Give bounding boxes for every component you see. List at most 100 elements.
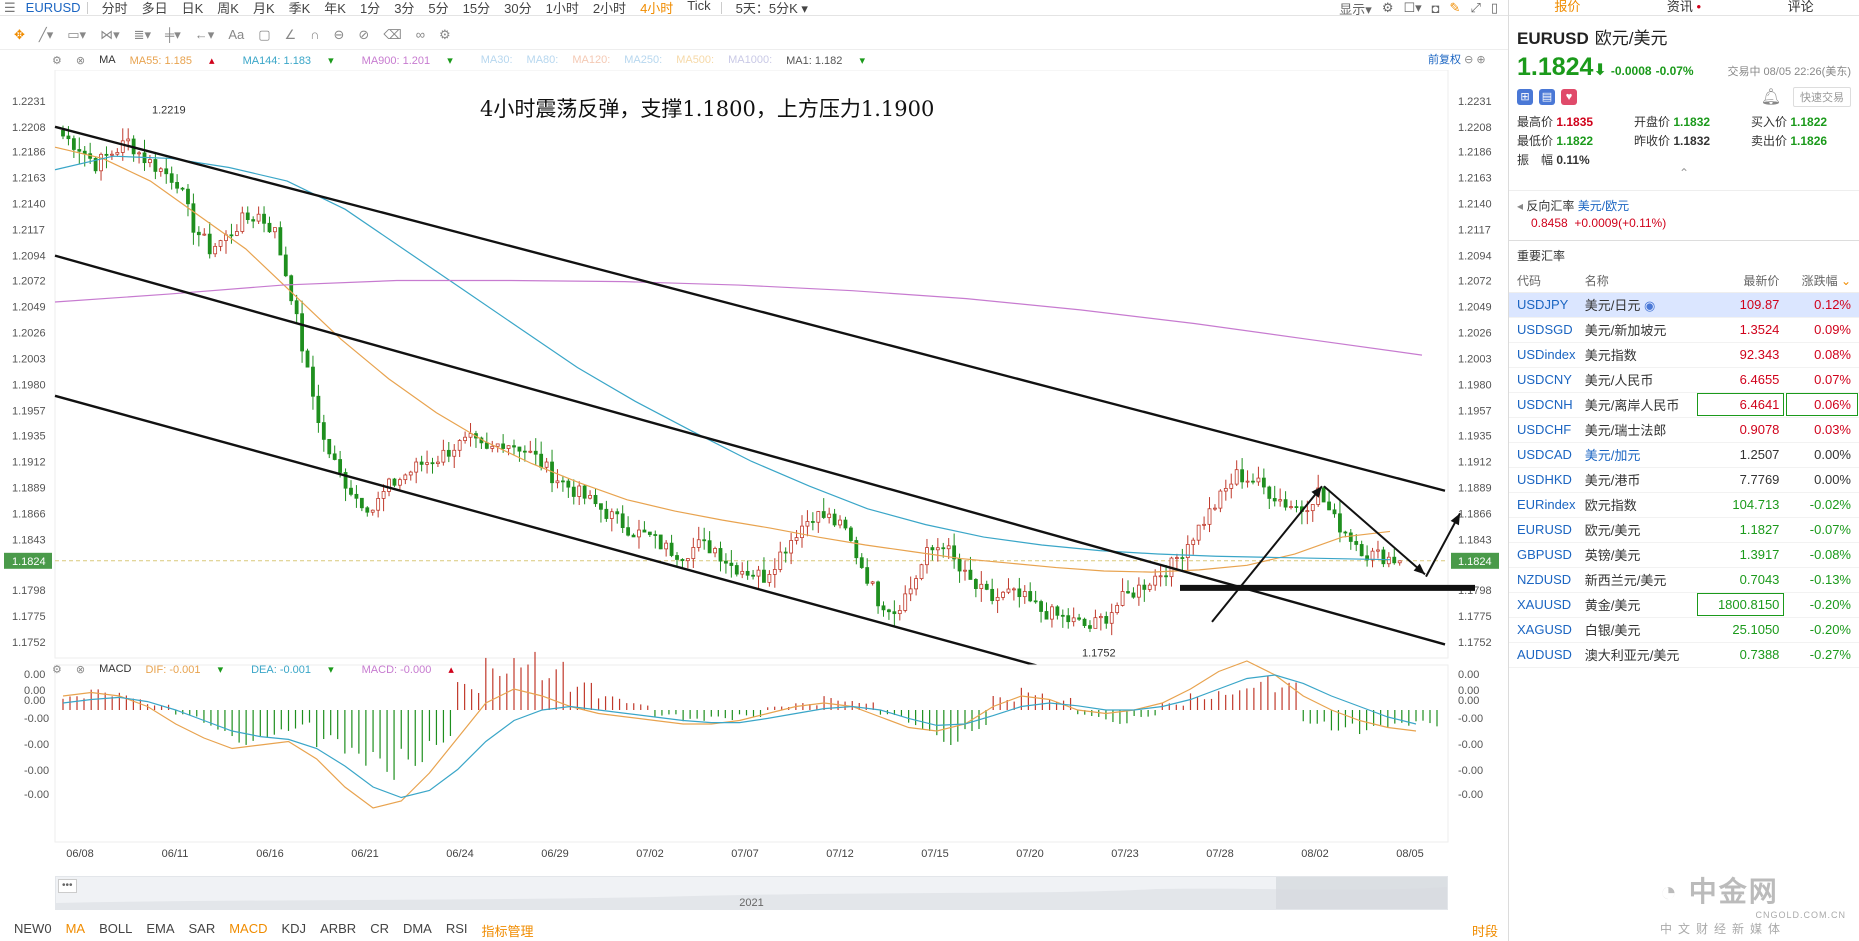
indicator-2[interactable]: BOLL bbox=[99, 921, 133, 936]
timeframe-8[interactable]: 3分 bbox=[394, 1, 415, 16]
plus-icon[interactable]: ⊕ bbox=[1476, 54, 1486, 66]
line-tool-icon[interactable]: ╱▾ bbox=[38, 26, 54, 42]
lock-icon[interactable]: ⊖ bbox=[333, 26, 345, 42]
table-row[interactable]: USDCAD 美元/加元 1.2507 0.00% bbox=[1509, 442, 1859, 468]
table-row[interactable]: USDindex 美元指数 92.343 0.08% bbox=[1509, 342, 1859, 368]
timeframe-2[interactable]: 日K bbox=[181, 1, 204, 16]
panel-tab-2[interactable]: 评论 bbox=[1787, 0, 1814, 14]
symbol-label[interactable]: EURUSD bbox=[25, 0, 81, 15]
timeframe-bar: ☰ EURUSD 分时 多日 日K 周K 月K 季K 年K 1分 3分 5分 15分 30分 1小时 2小… bbox=[0, 0, 1508, 17]
indicator-0[interactable]: NEW0 bbox=[14, 921, 52, 936]
col-code[interactable]: 代码 bbox=[1509, 270, 1585, 293]
timeframe-3[interactable]: 周K bbox=[217, 1, 239, 16]
table-row[interactable]: AUDUSD 澳大利亚元/美元 0.7388 -0.27% bbox=[1509, 642, 1859, 668]
fork-tool-icon[interactable]: ⋈▾ bbox=[100, 26, 120, 42]
pencil-icon[interactable]: ✎ bbox=[1449, 0, 1461, 15]
adjust-button[interactable]: 前复权 ⊖ ⊕ bbox=[1428, 54, 1486, 66]
session-button[interactable]: 时段 bbox=[1471, 924, 1498, 939]
display-menu[interactable]: 显示▾ bbox=[1339, 1, 1372, 17]
range-navigator[interactable]: ••• 2021 bbox=[55, 876, 1448, 910]
close-icon[interactable]: ⊗ bbox=[75, 54, 86, 67]
indicator-4[interactable]: SAR bbox=[188, 921, 216, 936]
ruler-icon[interactable]: ∠ bbox=[284, 26, 297, 42]
collapse-icon[interactable]: ⌃ bbox=[1678, 166, 1690, 180]
layout-icon[interactable]: ☐▾ bbox=[1403, 0, 1422, 15]
indicator-9[interactable]: DMA bbox=[402, 921, 432, 936]
doc-icon[interactable]: ▤ bbox=[1539, 89, 1555, 105]
price-chart[interactable]: 1.2231 1.2231 1.2208 1.2208 1.2186 1.2186 1.21… bbox=[0, 70, 1508, 870]
table-row[interactable]: USDCNY 美元/人民币 6.4655 0.07% bbox=[1509, 367, 1859, 393]
navigator-handle[interactable]: ••• bbox=[58, 879, 77, 893]
grid-icon[interactable]: ⊞ bbox=[1517, 89, 1533, 105]
timeframe-9[interactable]: 5分 bbox=[428, 1, 449, 16]
grid-tool-icon[interactable]: ╪▾ bbox=[165, 26, 181, 42]
col-price[interactable]: 最新价 bbox=[1696, 270, 1786, 293]
timeframe-0[interactable]: 分时 bbox=[101, 1, 128, 16]
bell-icon[interactable]: 🔔︎ bbox=[1760, 89, 1781, 106]
indicator-5[interactable]: MACD bbox=[229, 921, 268, 936]
panel-tab-0[interactable]: 报价 bbox=[1554, 0, 1581, 14]
table-row[interactable]: XAUUSD 黄金/美元 1800.8150 -0.20% bbox=[1509, 592, 1859, 618]
timeframe-5[interactable]: 季K bbox=[288, 1, 311, 16]
timeframe-12[interactable]: 1小时 bbox=[545, 1, 579, 16]
indicator-8[interactable]: CR bbox=[370, 921, 389, 936]
timeframe-11[interactable]: 30分 bbox=[504, 1, 532, 16]
arrow-tool-icon[interactable]: ←▾ bbox=[194, 26, 215, 42]
timeframe-15[interactable]: Tick bbox=[687, 0, 711, 13]
minus-icon[interactable]: ⊖ bbox=[1464, 54, 1474, 66]
timeframe-14[interactable]: 4小时 bbox=[640, 1, 674, 16]
heart-icon[interactable]: ♥ bbox=[1561, 89, 1577, 105]
panel-tab-1[interactable]: 资讯 • bbox=[1666, 0, 1702, 14]
fib-tool-icon[interactable]: ≣▾ bbox=[133, 26, 152, 42]
close-icon[interactable]: ⊗ bbox=[75, 663, 86, 676]
table-row[interactable]: USDSGD 美元/新加坡元 1.3524 0.09% bbox=[1509, 317, 1859, 343]
shape-tool-icon[interactable]: ▭▾ bbox=[67, 26, 87, 42]
crosshair-icon[interactable]: ✥ bbox=[14, 26, 25, 42]
timeframe-13[interactable]: 2小时 bbox=[592, 1, 627, 16]
table-row[interactable]: EURUSD 欧元/美元 1.1827 -0.07% bbox=[1509, 517, 1859, 543]
text-tool-icon[interactable]: Aa bbox=[228, 27, 245, 42]
indicator-7[interactable]: ARBR bbox=[320, 921, 357, 936]
gear-icon[interactable]: ⚙ bbox=[1381, 0, 1394, 15]
note-tool-icon[interactable]: ▢ bbox=[258, 26, 271, 42]
indicator-10[interactable]: RSI bbox=[445, 921, 468, 936]
indicator-11[interactable]: 指标管理 bbox=[481, 924, 534, 939]
table-row[interactable]: USDCHF 美元/瑞士法郎 0.9078 0.03% bbox=[1509, 417, 1859, 443]
quick-trade-button[interactable]: 快速交易 bbox=[1793, 87, 1851, 107]
indicator-3[interactable]: EMA bbox=[146, 921, 175, 936]
gear-icon[interactable]: ⚙ bbox=[52, 54, 62, 67]
range-select[interactable]: 5天：5分K ▾ bbox=[735, 1, 808, 16]
eye-icon[interactable]: ◉ bbox=[1640, 298, 1656, 313]
trash-icon[interactable]: ⌫ bbox=[383, 26, 402, 42]
timeframe-6[interactable]: 年K bbox=[324, 1, 346, 16]
gear-icon[interactable]: ⚙ bbox=[52, 663, 62, 676]
table-row[interactable]: EURindex 欧元指数 104.713 -0.02% bbox=[1509, 492, 1859, 518]
reverse-pair[interactable]: 美元/欧元 bbox=[1577, 199, 1630, 213]
timeframe-7[interactable]: 1分 bbox=[359, 1, 381, 16]
fullscreen-icon[interactable]: ⤢ bbox=[1470, 0, 1481, 15]
indicator-6[interactable]: KDJ bbox=[281, 921, 307, 936]
settings-icon[interactable]: ⚙ bbox=[439, 26, 451, 42]
ma-label[interactable]: MA bbox=[99, 54, 116, 66]
link-icon[interactable]: ∞ bbox=[415, 27, 425, 42]
col-pct[interactable]: 涨跌幅 ⌄ bbox=[1785, 270, 1859, 293]
table-row[interactable]: USDHKD 美元/港币 7.7769 0.00% bbox=[1509, 467, 1859, 493]
expand-icon[interactable]: ▯ bbox=[1490, 0, 1498, 15]
indicator-1[interactable]: MA bbox=[65, 921, 86, 936]
reverse-icon: ◂ bbox=[1517, 199, 1524, 213]
timeframe-10[interactable]: 15分 bbox=[462, 1, 491, 16]
table-row[interactable]: USDCNH 美元/离岸人民币 6.4641 0.06% bbox=[1509, 392, 1859, 418]
magnet-icon[interactable]: ∩ bbox=[310, 27, 320, 42]
menu-icon[interactable]: ☰ bbox=[4, 0, 16, 15]
col-name[interactable]: 名称 bbox=[1584, 270, 1697, 293]
table-row[interactable]: GBPUSD 英镑/美元 1.3917 -0.08% bbox=[1509, 542, 1859, 568]
table-row[interactable]: NZDUSD 新西兰元/美元 0.7043 -0.13% bbox=[1509, 567, 1859, 593]
macd-label[interactable]: MACD bbox=[99, 663, 132, 675]
camera-icon[interactable]: ◘ bbox=[1431, 0, 1440, 16]
y-tick-left: 1.1957 bbox=[12, 405, 46, 417]
table-row[interactable]: XAGUSD 白银/美元 25.1050 -0.20% bbox=[1509, 617, 1859, 643]
timeframe-1[interactable]: 多日 bbox=[141, 1, 168, 16]
timeframe-4[interactable]: 月K bbox=[252, 1, 275, 16]
hide-icon[interactable]: ⊘ bbox=[358, 26, 370, 42]
table-row[interactable]: USDJPY 美元/日元 ◉ 109.87 0.12% bbox=[1509, 292, 1859, 318]
